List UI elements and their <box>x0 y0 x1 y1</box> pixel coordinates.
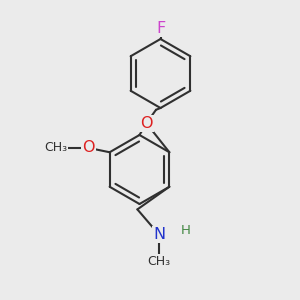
Text: CH₃: CH₃ <box>44 141 67 154</box>
Text: N: N <box>153 227 165 242</box>
Text: CH₃: CH₃ <box>147 255 171 268</box>
Text: O: O <box>140 116 153 131</box>
Text: O: O <box>82 140 95 155</box>
Text: F: F <box>156 21 165 36</box>
Text: H: H <box>181 224 190 237</box>
